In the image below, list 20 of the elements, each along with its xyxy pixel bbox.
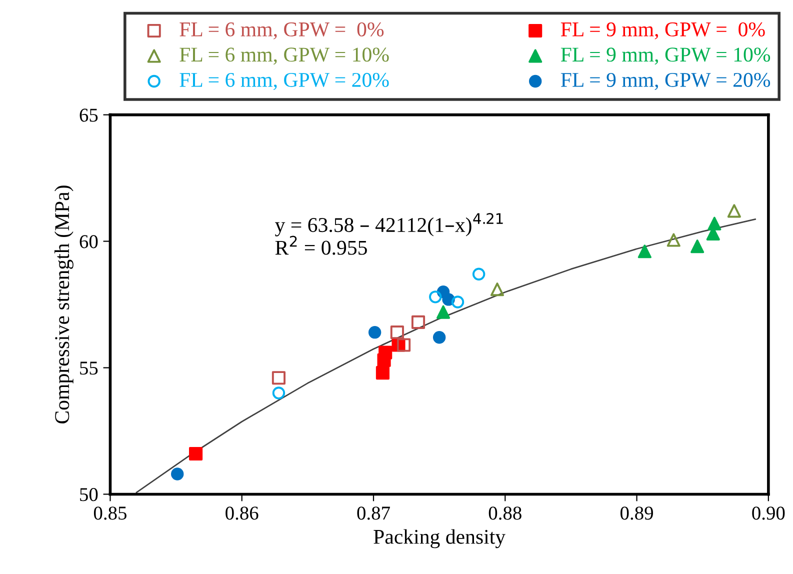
legend-label: FL = 6 mm, GPW = 20% bbox=[180, 72, 389, 90]
annotation: y = 63.58 – 42112(1–x)$^{4.21}$ bbox=[275, 213, 503, 236]
x-tick-label: 0.87 bbox=[357, 506, 390, 520]
y-tick-label: 50 bbox=[80, 488, 98, 502]
legend-label: FL = 9 mm, GPW = 10% bbox=[560, 48, 770, 65]
x-tick-label: 0.89 bbox=[620, 506, 653, 520]
x-tick-label: 0.86 bbox=[226, 506, 258, 520]
legend-label: FL = 9 mm, GPW = 20% bbox=[560, 72, 770, 90]
y-axis-title: Compressive strength (MPa) bbox=[54, 186, 74, 424]
legend-label: FL = 9 mm, GPW = 0% bbox=[560, 22, 765, 40]
y-tick-label: 60 bbox=[80, 235, 98, 248]
legend-label: FL = 6 mm, GPW = 0% bbox=[180, 22, 384, 40]
x-tick-label: 0.88 bbox=[488, 506, 522, 520]
y-tick-label: 55 bbox=[80, 362, 98, 375]
legend-label: FL = 6 mm, GPW = 10% bbox=[180, 48, 389, 65]
x-axis-title: Packing density bbox=[374, 529, 506, 548]
x-tick-label: 0.90 bbox=[752, 506, 785, 520]
annotation: R$^{2}$ = 0.955 bbox=[275, 236, 367, 255]
x-tick-label: 0.85 bbox=[94, 506, 126, 520]
y-tick-label: 65 bbox=[80, 108, 98, 122]
